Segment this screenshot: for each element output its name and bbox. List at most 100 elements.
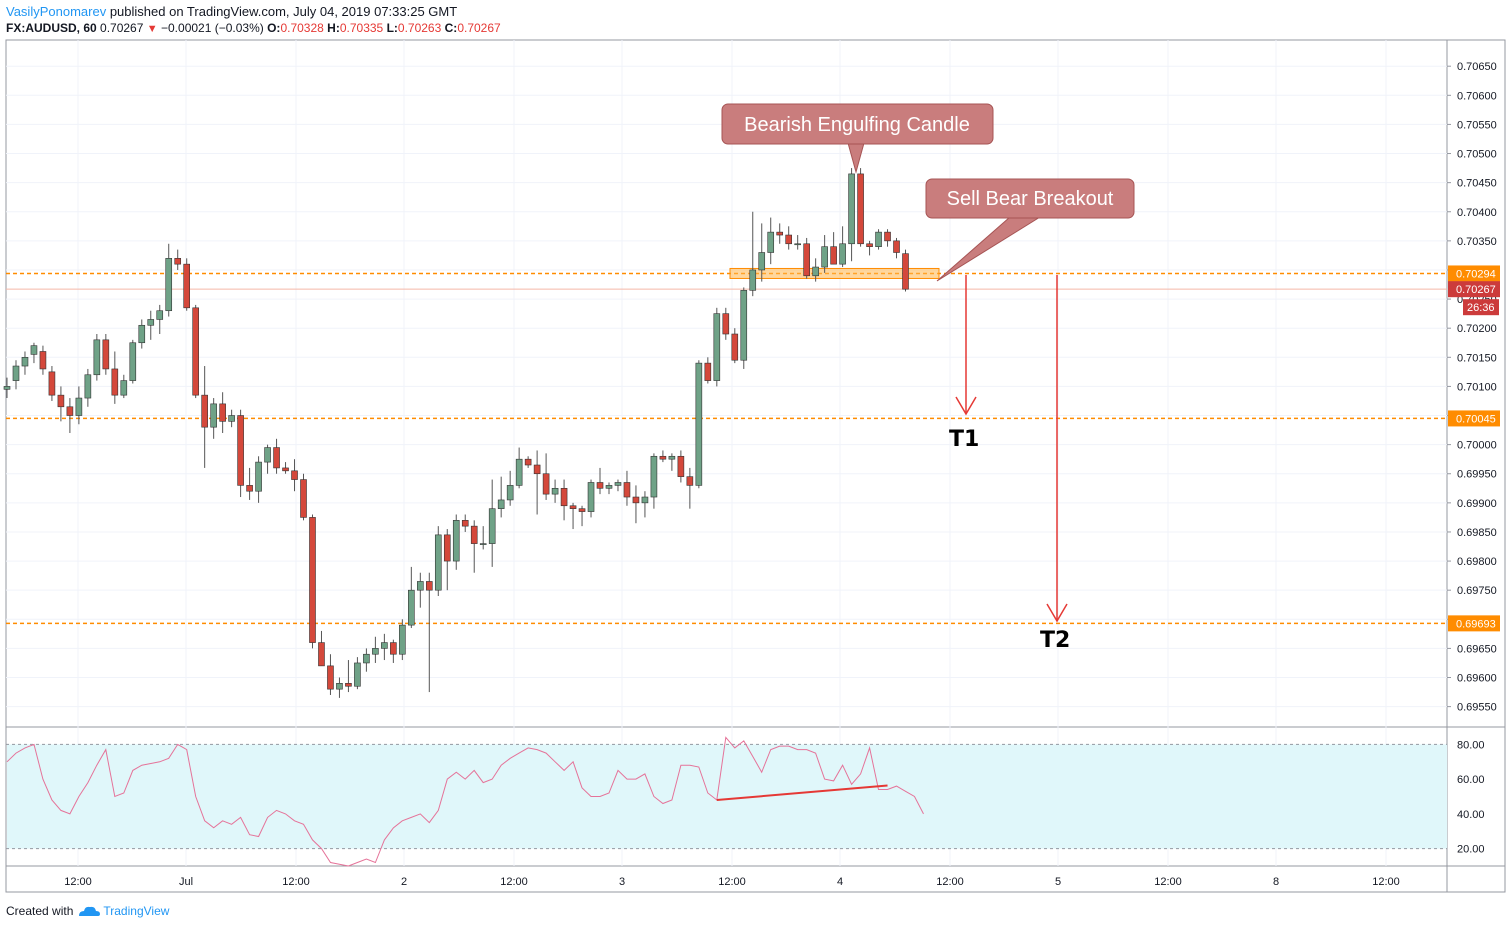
candle-bearish — [776, 231, 784, 236]
candle-bullish — [488, 508, 496, 544]
time-tick-label: 12:00 — [500, 876, 528, 888]
candle-bearish — [443, 534, 451, 562]
symbol-info-bar: FX:AUDUSD, 60 0.70267 ▼ −0.00021 (−0.03%… — [6, 21, 501, 35]
price-tick-label: 0.70100 — [1457, 381, 1497, 393]
low-label: L: — [386, 21, 398, 35]
price-tick-label: 0.69600 — [1457, 673, 1497, 685]
symbol-label[interactable]: FX:AUDUSD, 60 — [6, 21, 97, 35]
target-arrow-t1-head — [955, 396, 977, 416]
target-label-t2: T2 — [1040, 628, 1070, 653]
level-price-badge — [1448, 265, 1500, 282]
candle-bearish — [237, 415, 244, 486]
candle-bearish — [632, 496, 640, 504]
down-arrow-icon: ▼ — [146, 23, 158, 35]
high-value: 0.70335 — [339, 21, 384, 35]
level-price-label: 0.70294 — [1456, 268, 1496, 280]
price-change: −0.00021 (−0.03%) — [161, 21, 264, 35]
created-with-text: Created with — [6, 904, 74, 918]
rsi-tick-label: 80.00 — [1457, 739, 1485, 751]
candle-bearish — [560, 487, 568, 507]
price-tick-label: 0.70450 — [1457, 178, 1497, 190]
rsi-tick-label: 40.00 — [1457, 809, 1485, 821]
candle-bullish — [156, 310, 164, 320]
candle-bearish — [246, 485, 253, 492]
candle-bullish — [3, 386, 11, 390]
low-value: 0.70263 — [397, 21, 442, 35]
price-tick-label: 0.69550 — [1457, 702, 1497, 714]
candle-bullish — [93, 339, 101, 376]
candle-bullish — [794, 243, 801, 246]
candle-bullish — [147, 319, 155, 326]
candle-bullish — [749, 269, 757, 291]
candle-bullish — [363, 653, 370, 664]
last-price-label: 0.70267 — [1456, 284, 1496, 296]
candle-bullish — [354, 662, 361, 687]
candle-bearish — [524, 458, 532, 466]
candle-bullish — [641, 496, 649, 504]
candle-bearish — [722, 313, 730, 335]
candle-bearish — [542, 473, 550, 495]
candle-bearish — [48, 371, 56, 396]
price-tick-label: 0.69800 — [1457, 556, 1497, 568]
callout-sell-breakout-text: Sell Bear Breakout — [947, 188, 1114, 210]
candle-bearish — [866, 243, 873, 247]
candle-bearish — [57, 394, 65, 408]
time-tick-label: 12:00 — [718, 876, 746, 888]
candle-bearish — [390, 642, 397, 655]
price-tick-label: 0.70000 — [1457, 440, 1497, 452]
level-price-label: 0.69693 — [1456, 618, 1496, 630]
callout-pointer — [847, 142, 865, 174]
candle-bearish — [470, 525, 478, 544]
candle-bullish — [30, 345, 38, 355]
candle-bearish — [192, 307, 199, 396]
candle-bullish — [668, 455, 676, 460]
candle-bullish — [255, 461, 262, 492]
candle-bearish — [66, 406, 74, 416]
candle-bullish — [408, 589, 415, 626]
candle-bullish — [228, 415, 235, 422]
time-tick-label: 5 — [1055, 876, 1061, 888]
cloud-icon — [79, 906, 101, 916]
footer: Created with TradingView — [6, 904, 169, 918]
candle-bullish — [812, 266, 819, 277]
rsi-tick-label: 60.00 — [1457, 774, 1485, 786]
candle-bearish — [893, 240, 900, 253]
countdown-label: 26:36 — [1467, 302, 1495, 314]
rsi-tick-label: 20.00 — [1457, 844, 1485, 856]
tradingview-brand: TradingView — [103, 904, 170, 918]
candle-bullish — [758, 252, 766, 271]
time-tick-label: 12:00 — [64, 876, 92, 888]
candle-bearish — [596, 482, 604, 489]
candle-bearish — [309, 517, 316, 643]
candle-bearish — [219, 403, 226, 422]
candle-bullish — [605, 485, 613, 489]
candle-bullish — [587, 482, 595, 512]
candle-bearish — [569, 505, 577, 509]
rsi-band — [7, 744, 1447, 849]
last-price-badge — [1448, 281, 1500, 298]
candle-bearish — [731, 333, 739, 361]
candle-bearish — [857, 173, 864, 245]
candle-bullish — [839, 243, 846, 265]
candle-bullish — [399, 624, 406, 655]
candle-bearish — [902, 253, 909, 290]
author-link[interactable]: VasilyPonomarev — [6, 4, 107, 19]
candle-bearish — [291, 470, 298, 480]
callout-pointer — [936, 216, 1042, 282]
candle-bearish — [659, 455, 667, 460]
candle-bearish — [174, 258, 182, 265]
publish-text: published on TradingView.com, July 04, 2… — [109, 4, 458, 19]
publish-info: VasilyPonomarev published on TradingView… — [6, 4, 457, 19]
candle-bearish — [704, 362, 712, 381]
candle-bullish — [336, 683, 343, 690]
candle-bearish — [686, 476, 694, 486]
candle-bullish — [740, 290, 748, 361]
candle-bullish — [372, 648, 379, 655]
price-tick-label: 0.69950 — [1457, 469, 1497, 481]
candle-bullish — [165, 258, 173, 312]
candle-bullish — [417, 581, 424, 591]
candle-bearish — [623, 482, 631, 498]
price-tick-label: 0.70550 — [1457, 119, 1497, 131]
tradingview-logo[interactable]: TradingView — [77, 904, 169, 918]
